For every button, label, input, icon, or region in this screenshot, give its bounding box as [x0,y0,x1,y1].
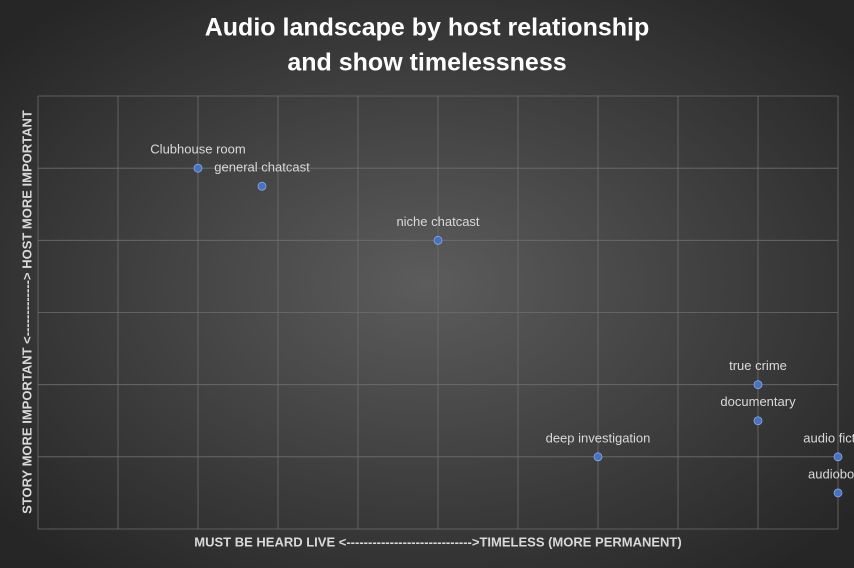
point-label: audio fiction [803,430,854,445]
point [193,163,203,173]
x-axis-label: MUST BE HEARD LIVE <--------------------… [194,534,681,549]
point-label: deep investigation [546,430,651,445]
point [433,235,443,245]
chart-title: Audio landscape by host relationship [205,14,650,42]
point [753,380,763,390]
point [753,416,763,426]
y-axis-label: STORY MORE IMPORTANT <-------------> HOS… [19,110,34,514]
point [257,181,267,191]
point-label: Clubhouse room [150,142,245,157]
point [593,452,603,462]
point [833,488,843,498]
point [833,452,843,462]
point-label: true crime [729,358,787,373]
point-label: general chatcast [214,160,310,175]
chart-title: and show timelessness [287,49,566,77]
point-label: audiobook [808,466,854,481]
point-label: niche chatcast [396,214,479,229]
point-label: documentary [720,394,796,409]
